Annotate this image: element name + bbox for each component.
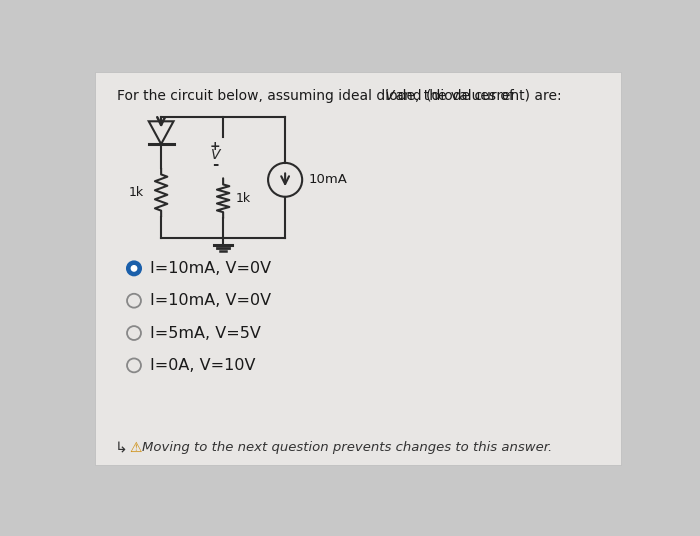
FancyBboxPatch shape [95,72,621,465]
Text: Moving to the next question prevents changes to this answer.: Moving to the next question prevents cha… [141,441,552,455]
Text: and (diode current) are:: and (diode current) are: [391,89,561,103]
Text: I=5mA, V=5V: I=5mA, V=5V [150,325,260,340]
Circle shape [132,266,136,271]
Text: ⚠: ⚠ [130,441,142,455]
Text: V: V [211,148,220,162]
Text: 1k: 1k [129,186,144,199]
Circle shape [127,262,141,276]
Text: V: V [385,89,395,103]
Text: 10mA: 10mA [309,173,347,187]
Text: For the circuit below, assuming ideal diode, the values of: For the circuit below, assuming ideal di… [117,89,523,103]
Text: I=10mA, V=0V: I=10mA, V=0V [150,261,271,276]
Text: -: - [212,158,218,173]
Text: I=0A, V=10V: I=0A, V=10V [150,358,255,373]
Text: ↳: ↳ [115,440,127,455]
Text: +: + [210,140,220,153]
Text: I=10mA, V=0V: I=10mA, V=0V [150,293,271,308]
Text: 1k: 1k [235,192,251,205]
